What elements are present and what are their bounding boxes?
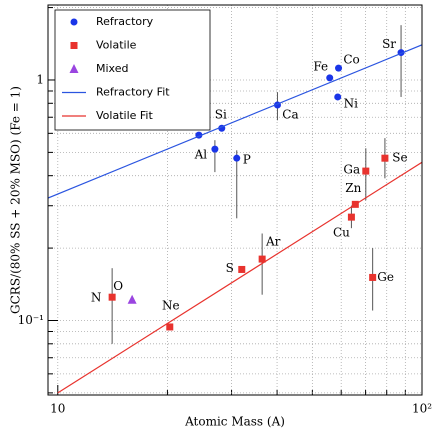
point: [166, 323, 174, 331]
point-label: Se: [392, 151, 407, 165]
plot-frame: [47, 4, 423, 396]
point-label: Co: [343, 53, 359, 67]
point-label: Ga: [343, 163, 360, 177]
point: [347, 213, 355, 221]
point: [335, 64, 343, 72]
fit-line: [57, 161, 422, 394]
point-label: Al: [194, 148, 208, 162]
point: [211, 145, 219, 153]
x-tick-label: 10²: [412, 402, 432, 416]
point: [108, 293, 116, 301]
point: [326, 74, 334, 82]
legend-swatch: [69, 64, 79, 73]
point: [362, 167, 370, 175]
y-tick-label: 10⁻¹: [18, 313, 44, 327]
point-label: P: [243, 153, 251, 167]
y-axis-label: GCRS/(80% SS + 20% MSO) (Fe = 1): [9, 86, 23, 314]
legend-swatch: [70, 42, 78, 49]
y-tick-label: 1: [36, 72, 44, 86]
x-axis-label: Atomic Mass (A): [184, 415, 285, 429]
point: [258, 255, 266, 263]
point-label: Ge: [377, 270, 394, 284]
point-label: Sr: [382, 37, 396, 51]
point: [381, 154, 389, 162]
point-label: Si: [215, 108, 227, 122]
point-label: Ar: [265, 235, 281, 249]
legend-swatch: [70, 18, 78, 26]
point: [127, 294, 137, 304]
point-label: Cu: [333, 226, 350, 240]
plot-area: [48, 25, 422, 394]
point-label: Ni: [344, 96, 359, 110]
point-label: O: [113, 279, 123, 293]
legend-box: [54, 9, 211, 131]
point: [238, 265, 246, 273]
point-label: Fe: [313, 59, 328, 73]
legend-label: Refractory Fit: [96, 86, 170, 99]
fit-line: [48, 44, 422, 199]
point-label: Ne: [162, 298, 180, 312]
point: [369, 273, 377, 281]
x-tick-label: 10: [50, 402, 65, 416]
point-label: S: [226, 261, 234, 275]
legend-label: Volatile: [96, 39, 137, 52]
point: [233, 154, 241, 162]
legend-label: Mixed: [96, 62, 128, 75]
legend: Refractory Volatile Mixed Refractory Fit Vol…: [54, 9, 211, 131]
point-label: N: [91, 291, 102, 305]
point-label: Zn: [345, 181, 361, 195]
legend-label: Refractory: [96, 15, 154, 28]
legend-label: Volatile Fit: [96, 109, 153, 122]
point-label: Ca: [282, 107, 298, 121]
point: [334, 93, 342, 101]
